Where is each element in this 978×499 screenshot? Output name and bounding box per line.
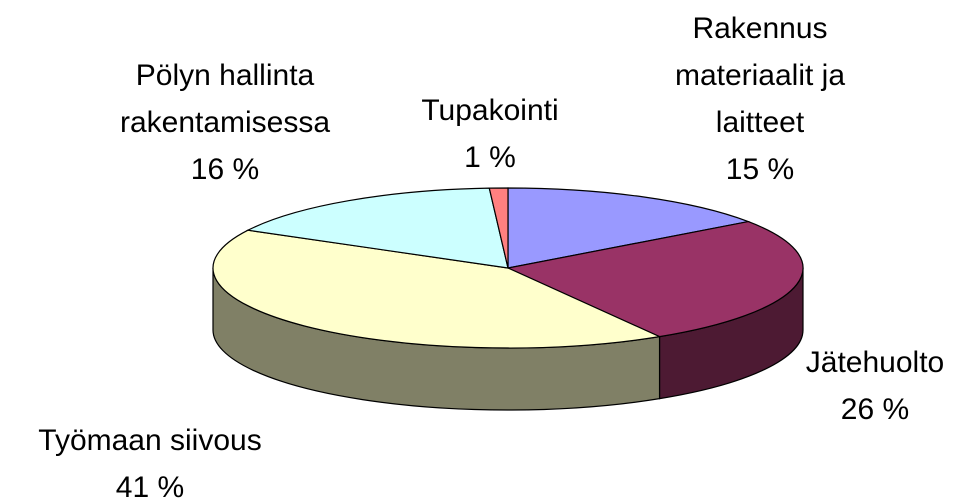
category-label: Rakennus materiaalit ja laitteet (674, 12, 846, 139)
slice-label: Tupakointi 1 % (390, 87, 590, 181)
slice (488, 187, 509, 269)
category-label: Pölyn hallinta rakentamisessa (119, 59, 331, 139)
slice-label: Jätehuolto 26 % (775, 339, 975, 433)
value-label: 15 % (725, 153, 795, 186)
value-label: 1 % (464, 141, 516, 174)
category-label: Jätehuolto (805, 346, 945, 379)
value-label: 26 % (840, 393, 910, 426)
category-label: Työmaan siivous (38, 424, 262, 457)
category-label: Tupakointi (421, 94, 559, 127)
slice-label: Pölyn hallinta rakentamisessa 16 % (105, 52, 345, 193)
slice-label: Rakennus materiaalit ja laitteet 15 % (645, 5, 875, 193)
slice (506, 220, 804, 338)
value-label: 41 % (115, 471, 185, 499)
slice (212, 229, 662, 349)
slice (507, 187, 751, 269)
value-label: 16 % (190, 153, 260, 186)
slice (246, 187, 509, 269)
slice-label: Työmaan siivous 41 % (0, 417, 300, 499)
